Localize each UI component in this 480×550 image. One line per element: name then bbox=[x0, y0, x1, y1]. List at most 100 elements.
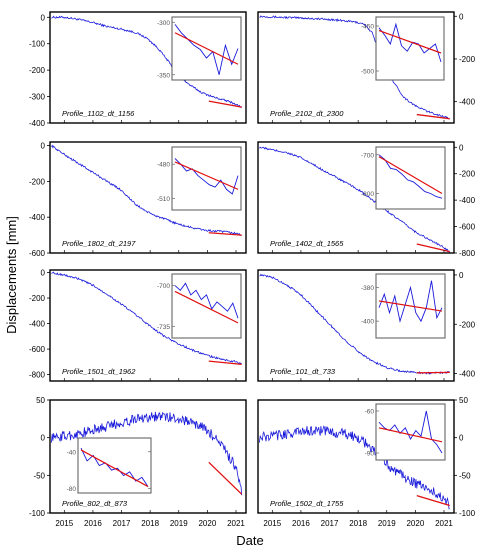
profile-label: Profile_802_dt_873 bbox=[62, 499, 128, 508]
inset-frame bbox=[171, 273, 242, 339]
inset-panel: -450 -500 bbox=[361, 16, 445, 81]
inset-tick-label: -735 bbox=[157, 324, 170, 331]
chart-panel-6: 0 -200 -400 Profile_101_dt_733 -380 -400 bbox=[257, 269, 476, 382]
x-tick-label: 2018 bbox=[349, 519, 367, 528]
inset-tick-label: -510 bbox=[157, 196, 170, 203]
y-tick-label: -400 bbox=[29, 213, 46, 222]
inset-tick-label: -400 bbox=[361, 319, 374, 326]
trend-fit-line bbox=[208, 232, 242, 236]
y-tick-label: -400 bbox=[29, 320, 46, 329]
inset-tick-label: -300 bbox=[157, 20, 170, 27]
y-tick-label: -200 bbox=[29, 66, 46, 75]
inset-fit-line bbox=[174, 32, 239, 65]
profile-label: Profile_101_dt_733 bbox=[270, 367, 336, 376]
x-tick-label: 2015 bbox=[263, 519, 281, 528]
inset-frame bbox=[375, 403, 446, 461]
y-tick-label: -400 bbox=[29, 119, 46, 128]
inset-tick-label: -480 bbox=[157, 162, 170, 169]
y-tick-label: 0 bbox=[459, 143, 464, 152]
y-tick-label: -100 bbox=[29, 40, 46, 49]
profile-label: Profile_1501_dt_1962 bbox=[62, 367, 136, 376]
inset-fit-line bbox=[378, 427, 443, 443]
inset-panel: -480 -510 bbox=[157, 146, 242, 211]
x-tick-label: 2017 bbox=[113, 519, 131, 528]
panel-frame bbox=[49, 141, 247, 254]
trend-fit-line bbox=[208, 100, 242, 108]
x-tick-label: 2021 bbox=[227, 519, 245, 528]
inset-panel: -60 -90 bbox=[365, 403, 446, 461]
inset-tick-label: -90 bbox=[365, 451, 375, 458]
y-tick-label: -800 bbox=[29, 371, 46, 380]
y-tick-label: -600 bbox=[29, 345, 46, 354]
profile-label: Profile_1802_dt_2197 bbox=[62, 239, 136, 248]
inset-tick-label: -500 bbox=[361, 69, 374, 76]
x-tick-label: 2020 bbox=[406, 519, 424, 528]
inset-tick-label: -450 bbox=[361, 24, 374, 31]
panel-frame bbox=[49, 11, 247, 124]
series-line bbox=[259, 425, 450, 510]
y-tick-label: -200 bbox=[29, 294, 46, 303]
inset-series-line bbox=[174, 282, 239, 319]
y-tick-label: -400 bbox=[459, 98, 476, 107]
panel-frame bbox=[49, 399, 247, 514]
trend-fit-line bbox=[416, 243, 450, 253]
inset-frame bbox=[171, 146, 242, 211]
chart-panel-3: 0 -200 -400 -600 Profile_1802_dt_2197 -480 -51… bbox=[29, 141, 247, 258]
y-tick-label: -800 bbox=[459, 249, 476, 258]
y-tick-label: -200 bbox=[459, 170, 476, 179]
inset-series-line bbox=[378, 280, 443, 323]
x-tick-label: 2018 bbox=[141, 519, 159, 528]
profile-label: Profile_1102_dt_1156 bbox=[62, 109, 135, 118]
series-line bbox=[259, 146, 451, 253]
x-axis-title: Date bbox=[236, 533, 263, 548]
x-tick-label: 2017 bbox=[321, 519, 339, 528]
inset-series-line bbox=[174, 24, 239, 75]
series-line bbox=[51, 15, 243, 109]
panel-frame bbox=[49, 269, 247, 382]
inset-frame bbox=[375, 16, 445, 81]
y-tick-label: 0 bbox=[459, 434, 464, 443]
inset-frame bbox=[77, 437, 152, 494]
inset-panel: -40 -80 bbox=[67, 437, 152, 494]
series-line bbox=[51, 271, 242, 365]
trend-fit-line bbox=[208, 461, 243, 495]
x-tick-labels: 2015 2015 2016 2016 2017 2017 2018 2018 2019 2019… bbox=[55, 519, 453, 528]
x-tick-label: 2015 bbox=[55, 519, 73, 528]
inset-series-line bbox=[378, 154, 443, 199]
panel-frame bbox=[257, 399, 455, 514]
x-tick-label: 2020 bbox=[198, 519, 216, 528]
series-line bbox=[259, 15, 450, 120]
y-tick-label: 50 bbox=[36, 396, 45, 405]
inset-tick-label: -60 bbox=[365, 409, 375, 416]
y-tick-label: -200 bbox=[459, 320, 476, 329]
inset-fit-line bbox=[80, 449, 149, 488]
y-tick-label: 0 bbox=[41, 13, 46, 22]
inset-tick-label: -800 bbox=[361, 191, 374, 198]
chart-panel-2: 0 -200 -400 Profile_2102_dt_2300 -450 -500 bbox=[257, 11, 476, 124]
y-tick-label: 0 bbox=[459, 271, 464, 280]
y-tick-label: -600 bbox=[29, 249, 46, 258]
inset-tick-label: -700 bbox=[157, 283, 170, 290]
panel-frame bbox=[257, 269, 455, 382]
inset-frame bbox=[375, 146, 446, 210]
inset-fit-line bbox=[174, 290, 239, 324]
inset-series-line bbox=[378, 22, 442, 63]
y-tick-label: -100 bbox=[29, 509, 46, 518]
panel-grid: 0 -100 -200 -300 -400 Profile_1102_dt_1156 -30… bbox=[29, 11, 476, 518]
x-tick-label: 2021 bbox=[435, 519, 453, 528]
y-tick-label: -100 bbox=[459, 509, 476, 518]
x-tick-label: 2019 bbox=[378, 519, 396, 528]
trend-fit-line bbox=[208, 360, 242, 366]
profile-label: Profile_1502_dt_1755 bbox=[270, 499, 344, 508]
inset-fit-line bbox=[378, 300, 443, 312]
y-tick-label: -400 bbox=[459, 196, 476, 205]
y-tick-label: -50 bbox=[33, 471, 45, 480]
x-tick-label: 2016 bbox=[84, 519, 102, 528]
chart-panel-5: 0 -200 -400 -600 -800 Profile_1501_dt_1962 -70… bbox=[29, 269, 247, 382]
y-tick-label: 0 bbox=[41, 142, 46, 151]
inset-fit-line bbox=[378, 29, 442, 54]
y-tick-label: -300 bbox=[29, 93, 46, 102]
trend-fit-line bbox=[416, 495, 450, 507]
inset-panel: -700 -800 bbox=[361, 146, 446, 210]
inset-tick-label: -80 bbox=[67, 486, 77, 493]
